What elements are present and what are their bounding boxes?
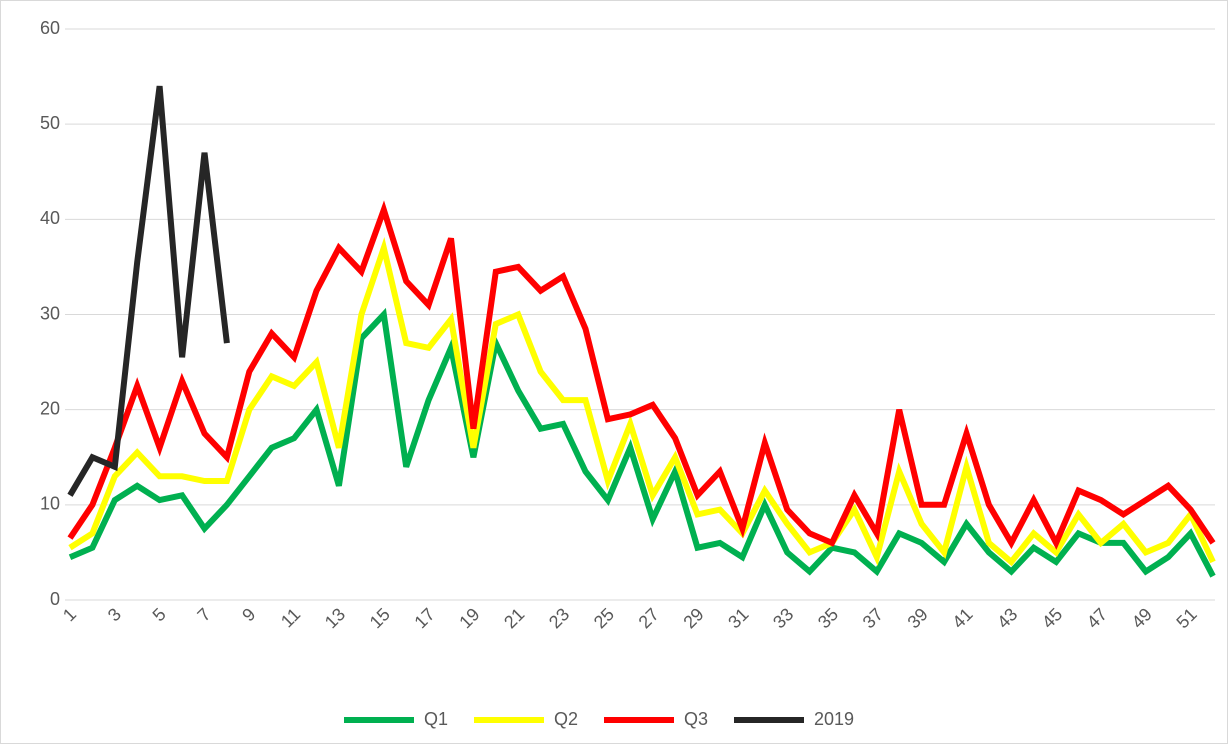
x-tick-label: 33: [769, 604, 797, 632]
x-tick-label: 9: [238, 604, 259, 625]
x-tick-label: 47: [1083, 604, 1111, 632]
x-tick-label: 43: [993, 604, 1021, 632]
x-tick-label: 51: [1172, 604, 1200, 632]
x-tick-label: 41: [948, 604, 976, 632]
x-tick-label: 39: [904, 604, 932, 632]
series-line: [67, 85, 230, 497]
y-tick-label: 10: [40, 494, 60, 514]
x-tick-label: 1: [59, 604, 80, 625]
legend-label: Q1: [424, 709, 448, 729]
y-tick-label: 60: [40, 18, 60, 38]
y-tick-label: 0: [50, 589, 60, 609]
x-tick-label: 45: [1038, 604, 1066, 632]
x-tick-label: 21: [500, 604, 528, 632]
y-tick-label: 40: [40, 208, 60, 228]
x-tick-label: 23: [545, 604, 573, 632]
x-tick-label: 49: [1128, 604, 1156, 632]
x-tick-label: 25: [590, 604, 618, 632]
x-tick-label: 11: [277, 604, 304, 631]
series-line: [68, 236, 1216, 567]
x-tick-label: 37: [859, 604, 887, 632]
y-tick-label: 30: [40, 303, 60, 323]
x-tick-label: 7: [193, 604, 214, 625]
x-tick-label: 13: [321, 604, 349, 632]
legend-label: Q2: [554, 709, 578, 729]
legend-label: Q3: [684, 709, 708, 729]
x-tick-label: 3: [104, 604, 125, 625]
legend-label: 2019: [814, 709, 854, 729]
x-tick-label: 27: [635, 604, 663, 632]
series-line: [68, 307, 1216, 578]
x-tick-label: 5: [149, 604, 170, 625]
x-tick-label: 17: [410, 604, 438, 632]
x-tick-label: 31: [724, 604, 752, 632]
x-tick-label: 35: [814, 604, 842, 632]
x-tick-label: 19: [455, 604, 483, 632]
y-tick-label: 20: [40, 398, 60, 418]
series-line: [67, 200, 1216, 550]
y-tick-label: 50: [40, 113, 60, 133]
x-tick-label: 29: [679, 604, 707, 632]
x-tick-label: 15: [366, 604, 394, 632]
